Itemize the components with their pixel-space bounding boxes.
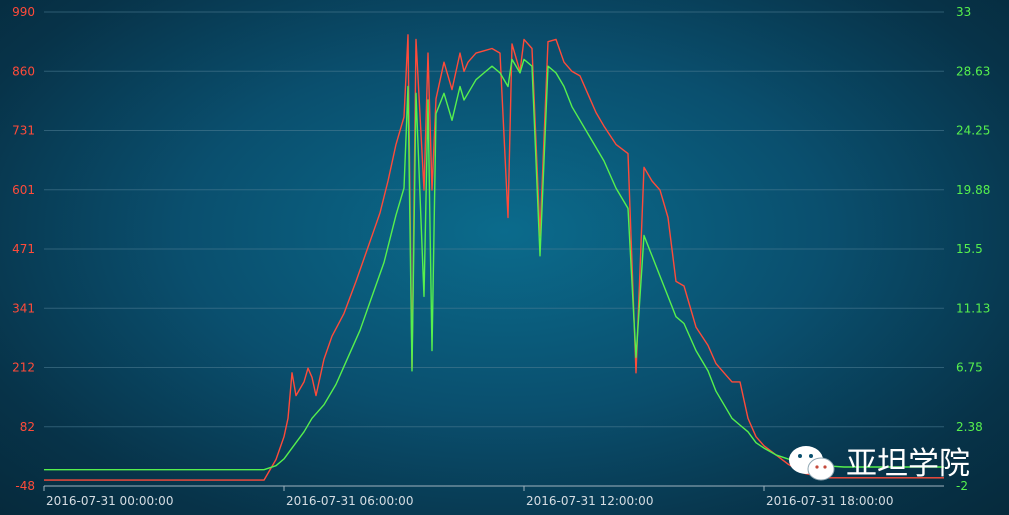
right-tick-label: 24.25: [956, 124, 990, 138]
right-tick-label: 33: [956, 5, 971, 19]
right-tick-label: 6.75: [956, 361, 983, 375]
left-tick-label: 860: [12, 64, 35, 78]
series-layer: [44, 34, 944, 481]
x-tick-label: 2016-07-31 18:00:00: [766, 494, 893, 508]
watermark: 亚坦学院: [789, 446, 970, 482]
left-tick-label: 212: [12, 361, 35, 375]
left-tick-label: -48: [15, 479, 35, 493]
left-tick-label: 731: [12, 124, 35, 138]
left-axis-ticks: 990 860 731 601 471 341 212 82 -48: [12, 5, 35, 493]
right-axis-ticks: 33 28.63 24.25 19.88 15.5 11.13 6.75 2.38 -2: [956, 5, 990, 493]
wechat-icon: [789, 446, 835, 481]
right-tick-label: 19.88: [956, 183, 990, 197]
grid-lines: [44, 11, 944, 428]
left-tick-label: 341: [12, 301, 35, 315]
right-tick-label: 28.63: [956, 64, 990, 78]
x-tick-label: 2016-07-31 12:00:00: [526, 494, 653, 508]
left-tick-label: 471: [12, 242, 35, 256]
right-tick-label: 11.13: [956, 301, 990, 315]
x-tick-label: 2016-07-31 00:00:00: [46, 494, 173, 508]
left-tick-label: 601: [12, 183, 35, 197]
left-tick-label: 990: [12, 5, 35, 19]
right-tick-label: 15.5: [956, 242, 983, 256]
left-tick-label: 82: [20, 420, 35, 434]
series-line-right: [44, 58, 944, 471]
watermark-text: 亚坦学院: [846, 446, 970, 482]
right-tick-label: -2: [956, 479, 968, 493]
series-line-left: [44, 34, 944, 481]
x-tick-label: 2016-07-31 06:00:00: [286, 494, 413, 508]
right-tick-label: 2.38: [956, 420, 983, 434]
x-axis-ticks: 2016-07-31 00:00:00 2016-07-31 06:00:00 20…: [43, 486, 893, 508]
